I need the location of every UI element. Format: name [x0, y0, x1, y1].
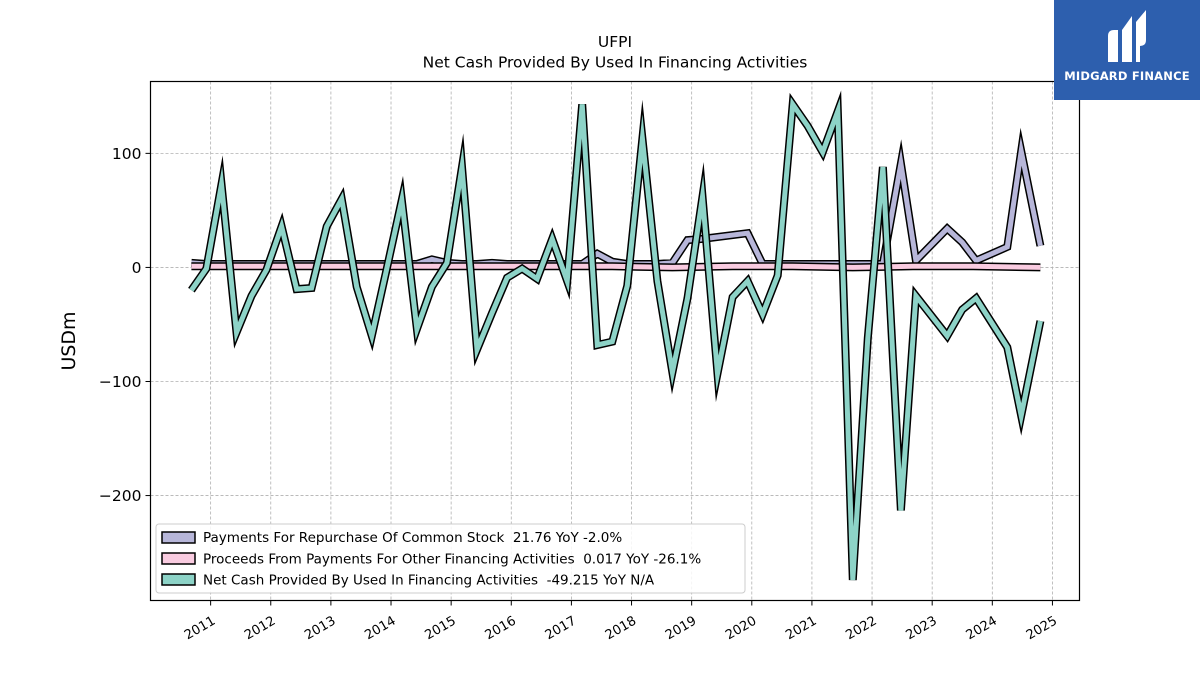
x-tick-label: 2024 — [964, 614, 1000, 644]
x-tick-label: 2012 — [242, 614, 278, 644]
y-tick-label: 100 — [112, 145, 142, 163]
y-tick-label: −200 — [99, 487, 142, 505]
series-line — [191, 263, 1041, 270]
y-tick-label: −100 — [99, 373, 142, 391]
y-tick-label: 0 — [132, 259, 142, 277]
legend-label-net-cash: Net Cash Provided By Used In Financing A… — [203, 573, 655, 589]
brand-name: MIDGARD FINANCE — [1064, 69, 1190, 83]
y-axis-label: USDm — [58, 311, 80, 370]
chart-title: UFPI — [598, 33, 632, 51]
grid-layer — [150, 81, 1080, 601]
x-tick-label: 2013 — [302, 614, 338, 644]
plot-area-frame — [149, 80, 1081, 602]
brand-logo: MIDGARD FINANCE — [1054, 0, 1200, 100]
legend-label-repurchase: Payments For Repurchase Of Common Stock … — [203, 530, 622, 546]
legend: Payments For Repurchase Of Common Stock … — [155, 523, 746, 594]
x-tick-label: 2014 — [362, 614, 398, 644]
x-tick-label: 2011 — [182, 614, 218, 644]
legend-swatch-other-financing — [161, 552, 196, 565]
x-tick-label: 2018 — [603, 614, 639, 644]
x-tick-label: 2020 — [723, 614, 759, 644]
x-tick-label: 2025 — [1024, 614, 1060, 644]
x-tick-label: 2023 — [904, 614, 940, 644]
legend-frame — [155, 523, 746, 594]
series-1 — [191, 262, 1041, 272]
chart-subtitle: Net Cash Provided By Used In Financing A… — [423, 54, 808, 72]
x-tick-label: 2015 — [423, 614, 459, 644]
legend-swatch-net-cash — [161, 573, 196, 586]
x-tick-label: 2022 — [843, 614, 879, 644]
midgard-logo-icon — [1108, 10, 1146, 62]
series-line — [189, 97, 1043, 581]
series-2 — [188, 90, 1045, 581]
legend-label-other-financing: Proceeds From Payments For Other Financi… — [203, 552, 701, 568]
series-layer — [188, 90, 1045, 581]
x-tick-label: 2019 — [663, 614, 699, 644]
x-tick-label: 2016 — [483, 614, 519, 644]
x-tick-label: 2021 — [783, 614, 819, 644]
legend-swatch-repurchase — [161, 531, 196, 544]
x-tick-label: 2017 — [543, 614, 579, 644]
